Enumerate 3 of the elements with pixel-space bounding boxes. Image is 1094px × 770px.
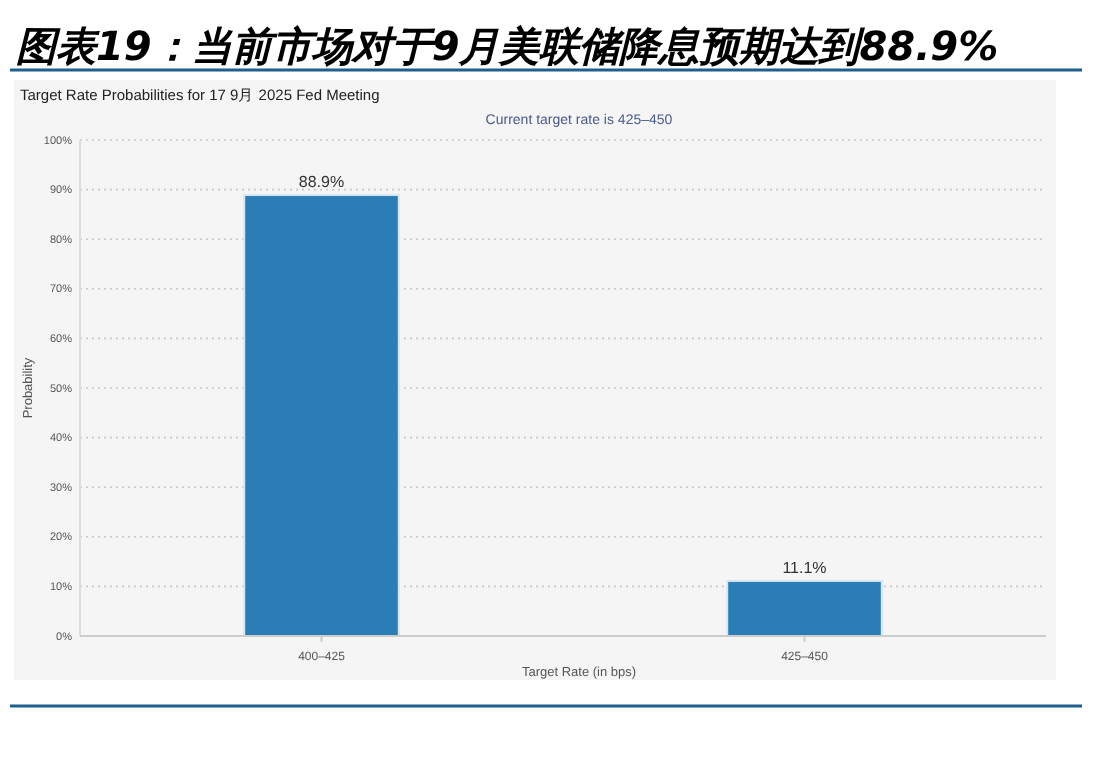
data-label: 88.9%: [298, 173, 345, 192]
data-label: 11.1%: [782, 558, 827, 577]
chart-title: 图表19：当前市场对于9月美联储降息预期达到88.9%: [16, 22, 999, 70]
